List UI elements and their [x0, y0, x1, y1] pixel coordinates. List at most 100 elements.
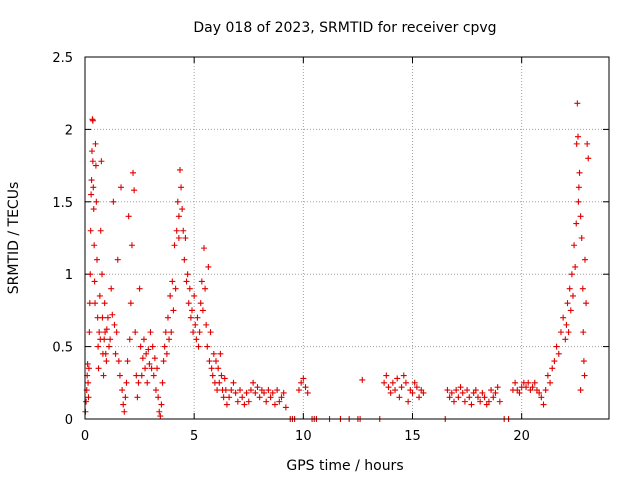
- data-point: [152, 387, 159, 394]
- data-point: [488, 387, 495, 394]
- data-point: [278, 394, 285, 401]
- data-point: [239, 394, 246, 401]
- plot-frame: [84, 56, 610, 420]
- data-point: [167, 292, 174, 299]
- data-point: [183, 278, 190, 285]
- data-point: [409, 389, 416, 396]
- data-point: [148, 365, 155, 372]
- data-point: [135, 379, 142, 386]
- data-point: [154, 365, 161, 372]
- data-point: [199, 307, 206, 314]
- data-point: [104, 314, 111, 321]
- data-point: [525, 379, 532, 386]
- y-tick-label: 2.5: [52, 51, 73, 66]
- data-point: [193, 336, 200, 343]
- y-axis-label: SRMTID / TECUs: [6, 182, 22, 295]
- data-point: [547, 379, 554, 386]
- data-point: [560, 314, 567, 321]
- data-point: [92, 300, 99, 307]
- data-point: [453, 387, 460, 394]
- data-point: [575, 184, 582, 191]
- x-tick-label: 20: [513, 429, 530, 444]
- x-tick-label: 10: [295, 429, 312, 444]
- data-point: [188, 307, 195, 314]
- y-tick-label: 1: [65, 268, 73, 283]
- data-point: [98, 158, 105, 165]
- data-point: [187, 314, 194, 321]
- data-point: [448, 389, 455, 396]
- data-point: [485, 398, 492, 405]
- data-point: [196, 329, 203, 336]
- y-tick-label: 1.5: [52, 196, 73, 211]
- data-point: [182, 235, 189, 241]
- data-point: [132, 329, 139, 336]
- data-point: [109, 311, 116, 318]
- data-point: [234, 398, 241, 405]
- data-point: [577, 387, 584, 394]
- data-point: [381, 379, 388, 386]
- data-point: [102, 350, 109, 357]
- x-axis-label: GPS time / hours: [286, 458, 403, 474]
- data-point: [490, 394, 497, 401]
- data-point: [93, 198, 100, 205]
- data-point: [149, 343, 156, 350]
- data-point: [124, 358, 131, 365]
- data-point: [133, 372, 140, 379]
- data-point: [174, 198, 181, 205]
- data-point: [569, 292, 576, 299]
- data-point: [178, 184, 185, 191]
- data-point: [540, 401, 547, 408]
- y-tick-label: 2: [65, 123, 73, 138]
- data-point: [114, 256, 121, 263]
- data-point: [111, 321, 118, 328]
- data-point: [110, 198, 117, 205]
- data-point: [300, 375, 307, 382]
- data-point: [134, 394, 141, 401]
- data-point: [159, 379, 166, 386]
- data-point: [576, 169, 583, 176]
- data-point: [139, 355, 146, 362]
- data-point: [85, 394, 92, 401]
- data-point: [574, 100, 581, 107]
- data-point: [143, 350, 150, 357]
- x-tick-label: 15: [404, 429, 421, 444]
- data-point: [555, 350, 562, 357]
- data-point: [91, 278, 98, 285]
- y-tick-labels: 0 0.5 1 1.5 2 2.5: [52, 51, 73, 428]
- data-point: [94, 256, 101, 263]
- data-point: [131, 187, 138, 194]
- data-point: [573, 140, 580, 147]
- data-point: [101, 336, 108, 343]
- data-point: [531, 379, 538, 386]
- data-point: [87, 271, 94, 278]
- data-point: [385, 384, 392, 391]
- data-point: [585, 155, 592, 162]
- data-point: [184, 271, 191, 278]
- data-point: [220, 394, 227, 401]
- data-point: [96, 292, 103, 299]
- data-point: [581, 256, 588, 263]
- data-point: [564, 300, 571, 307]
- data-point: [394, 375, 401, 382]
- data-point: [222, 387, 229, 394]
- data-point: [230, 379, 237, 386]
- data-point: [108, 285, 115, 292]
- data-point: [116, 372, 123, 379]
- data-point: [578, 235, 585, 241]
- data-point: [170, 307, 177, 314]
- data-point: [295, 387, 302, 394]
- data-point: [549, 365, 556, 372]
- data-point: [204, 343, 211, 350]
- data-point: [398, 384, 405, 391]
- data-point: [140, 336, 147, 343]
- data-point: [553, 343, 560, 350]
- data-point: [280, 389, 287, 396]
- data-points: [82, 100, 592, 422]
- data-point: [172, 285, 179, 292]
- data-point: [271, 401, 278, 408]
- data-point: [205, 263, 212, 270]
- data-point: [100, 372, 107, 379]
- data-point: [118, 184, 125, 191]
